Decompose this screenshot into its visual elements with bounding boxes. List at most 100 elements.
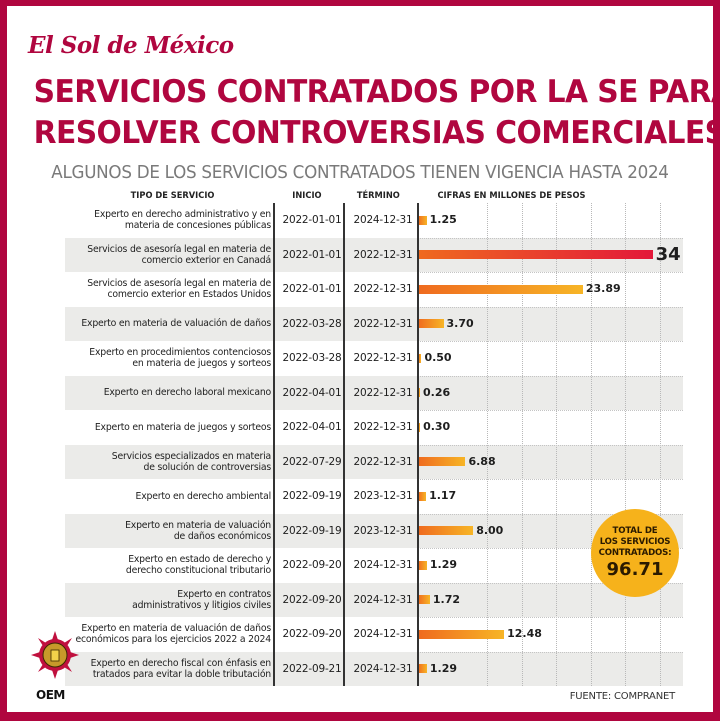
end-date: 2023-12-31 bbox=[353, 490, 413, 503]
bar bbox=[418, 422, 421, 432]
start-date: 2022-09-21 bbox=[282, 662, 342, 675]
row-gridline bbox=[418, 513, 683, 515]
row-gridline bbox=[418, 410, 683, 411]
service-name: Experto en materia de valuación de daños… bbox=[65, 617, 271, 652]
bar-value-label: 0.50 bbox=[424, 351, 452, 365]
column-header-end: TÉRMINO bbox=[356, 191, 400, 201]
bar bbox=[418, 319, 444, 329]
row-gridline bbox=[418, 479, 683, 480]
service-name-line: materia de concesiones públicas bbox=[124, 220, 271, 232]
start-date: 2022-09-20 bbox=[282, 628, 342, 641]
service-name-line: Experto en procedimientos contenciosos bbox=[89, 347, 271, 359]
row-gridline bbox=[418, 548, 683, 549]
start-date: 2022-09-19 bbox=[282, 524, 342, 537]
end-date: 2022-12-31 bbox=[353, 283, 413, 296]
bar-value-label: 1.29 bbox=[429, 661, 458, 675]
start-date: 2022-09-20 bbox=[282, 559, 342, 572]
start-date: 2022-04-01 bbox=[282, 421, 342, 434]
service-name-line: Experto en derecho laboral mexicano bbox=[103, 387, 271, 399]
bar bbox=[418, 595, 430, 605]
service-name: Experto en derecho administrativo y en ma… bbox=[65, 203, 271, 238]
service-name-line: de solución de controversias bbox=[143, 461, 272, 473]
service-name: Servicios de asesoría legal en materia d… bbox=[65, 238, 271, 273]
end-date: 2022-12-31 bbox=[353, 352, 413, 365]
row-gridline bbox=[418, 272, 683, 273]
service-name: Experto en derecho ambiental bbox=[65, 479, 272, 514]
bar-value-label: 1.17 bbox=[429, 489, 457, 503]
row-gridline bbox=[418, 341, 683, 342]
table-row: Experto en procedimientos contenciosos en… bbox=[65, 341, 683, 376]
bar-value-label: 1.72 bbox=[432, 592, 460, 606]
service-name-line: Experto en derecho administrativo y en bbox=[94, 209, 271, 221]
service-name-line: Experto en contratos bbox=[177, 588, 271, 600]
table-row: Servicios de asesoría legal en materia d… bbox=[65, 272, 683, 307]
start-date: 2022-07-29 bbox=[282, 455, 342, 468]
service-name: Experto en materia de valuación de daños … bbox=[65, 514, 271, 549]
bar bbox=[418, 457, 466, 467]
end-date: 2023-12-31 bbox=[353, 524, 413, 537]
service-name-line: Servicios de asesoría legal en materia d… bbox=[87, 278, 271, 290]
column-header-service: TIPO DE SERVICIO bbox=[130, 191, 215, 201]
service-name-line: económicos para los ejercicios 2022 a 20… bbox=[75, 634, 271, 646]
service-name-line: Servicios especializados en materia bbox=[111, 450, 271, 462]
title-line-2: RESOLVER CONTROVERSIAS COMERCIALES bbox=[33, 115, 720, 151]
end-date: 2024-12-31 bbox=[353, 593, 413, 606]
service-name-line: tratados para evitar la doble tributació… bbox=[92, 668, 271, 680]
service-name-line: en materia de juegos y sorteos bbox=[132, 358, 271, 370]
source-note: FUENTE: COMPRANET bbox=[569, 691, 675, 702]
start-date: 2022-09-20 bbox=[282, 593, 342, 606]
service-name: Servicios especializados en materia de so… bbox=[65, 445, 271, 480]
table-row: Servicios especializados en materia de so… bbox=[65, 444, 683, 480]
chart-axis bbox=[417, 203, 419, 686]
end-date: 2022-12-31 bbox=[353, 386, 413, 399]
oem-agency-logo: OEM bbox=[36, 688, 65, 702]
table-row: Experto en derecho administrativo y en ma… bbox=[65, 203, 683, 238]
start-date: 2022-03-28 bbox=[282, 352, 342, 365]
table-row: Servicios de asesoría legal en materia d… bbox=[65, 237, 683, 273]
start-date: 2022-03-28 bbox=[282, 317, 342, 330]
bar bbox=[418, 491, 427, 501]
table-row: Experto en materia de valuación de daños … bbox=[65, 513, 683, 549]
service-name-line: comercio exterior en Canadá bbox=[141, 254, 272, 266]
column-header-amount: CIFRAS EN MILLONES DE PESOS bbox=[437, 191, 586, 201]
service-name-line: Experto en materia de juegos y sorteos bbox=[94, 421, 271, 433]
column-separator-end bbox=[343, 203, 345, 686]
service-name: Experto en materia de juegos y sorteos bbox=[65, 410, 271, 445]
service-name: Experto en materia de valuación de daños bbox=[65, 307, 271, 342]
total-badge: TOTAL DE LOS SERVICIOS CONTRATADOS: 96.7… bbox=[591, 509, 679, 597]
service-name-line: derecho constitucional tributario bbox=[125, 565, 271, 577]
table-row: Experto en materia de valuación de daños… bbox=[65, 617, 683, 652]
row-gridline bbox=[418, 237, 683, 239]
service-name-line: Experto en derecho fiscal con énfasis en bbox=[90, 657, 272, 669]
bar bbox=[418, 284, 583, 294]
start-date: 2022-09-19 bbox=[282, 490, 342, 503]
el-sol-de-mexico-logo: El Sol de México bbox=[28, 32, 234, 59]
start-date: 2022-01-01 bbox=[282, 214, 342, 227]
bar-value-label: 8.00 bbox=[476, 523, 504, 537]
total-label-line: TOTAL DE bbox=[612, 526, 658, 536]
table-row: Experto en estado de derecho y derecho co… bbox=[65, 548, 683, 583]
end-date: 2022-12-31 bbox=[353, 421, 413, 434]
service-name: Experto en estado de derecho y derecho co… bbox=[65, 548, 271, 583]
bar-value-label: 0.30 bbox=[423, 420, 451, 434]
total-label-line: CONTRATADOS: bbox=[598, 548, 672, 558]
service-name-line: comercio exterior en Estados Unidos bbox=[107, 289, 271, 301]
service-name-line: de daños económicos bbox=[173, 530, 271, 542]
table-row: Experto en derecho laboral mexicano 2022-… bbox=[65, 375, 683, 410]
service-name-line: Experto en materia de valuación de daños bbox=[81, 318, 271, 330]
service-name: Experto en contratos administrativos y li… bbox=[65, 583, 271, 618]
bar bbox=[418, 388, 420, 398]
service-name: Servicios de asesoría legal en materia d… bbox=[65, 272, 271, 307]
bar bbox=[418, 250, 653, 260]
column-separator-start bbox=[273, 203, 275, 686]
bar bbox=[418, 629, 505, 639]
end-date: 2024-12-31 bbox=[353, 559, 413, 572]
row-gridline bbox=[418, 375, 683, 377]
end-date: 2024-12-31 bbox=[353, 628, 413, 641]
service-name-line: Servicios de asesoría legal en materia d… bbox=[87, 243, 271, 255]
table-row: Experto en materia de valuación de daños… bbox=[65, 306, 683, 342]
column-header-start: INICIO bbox=[292, 191, 322, 201]
service-name-line: Experto en materia de valuación de daños bbox=[81, 623, 271, 635]
end-date: 2024-12-31 bbox=[353, 214, 413, 227]
bar-value-label: 1.25 bbox=[429, 213, 457, 227]
